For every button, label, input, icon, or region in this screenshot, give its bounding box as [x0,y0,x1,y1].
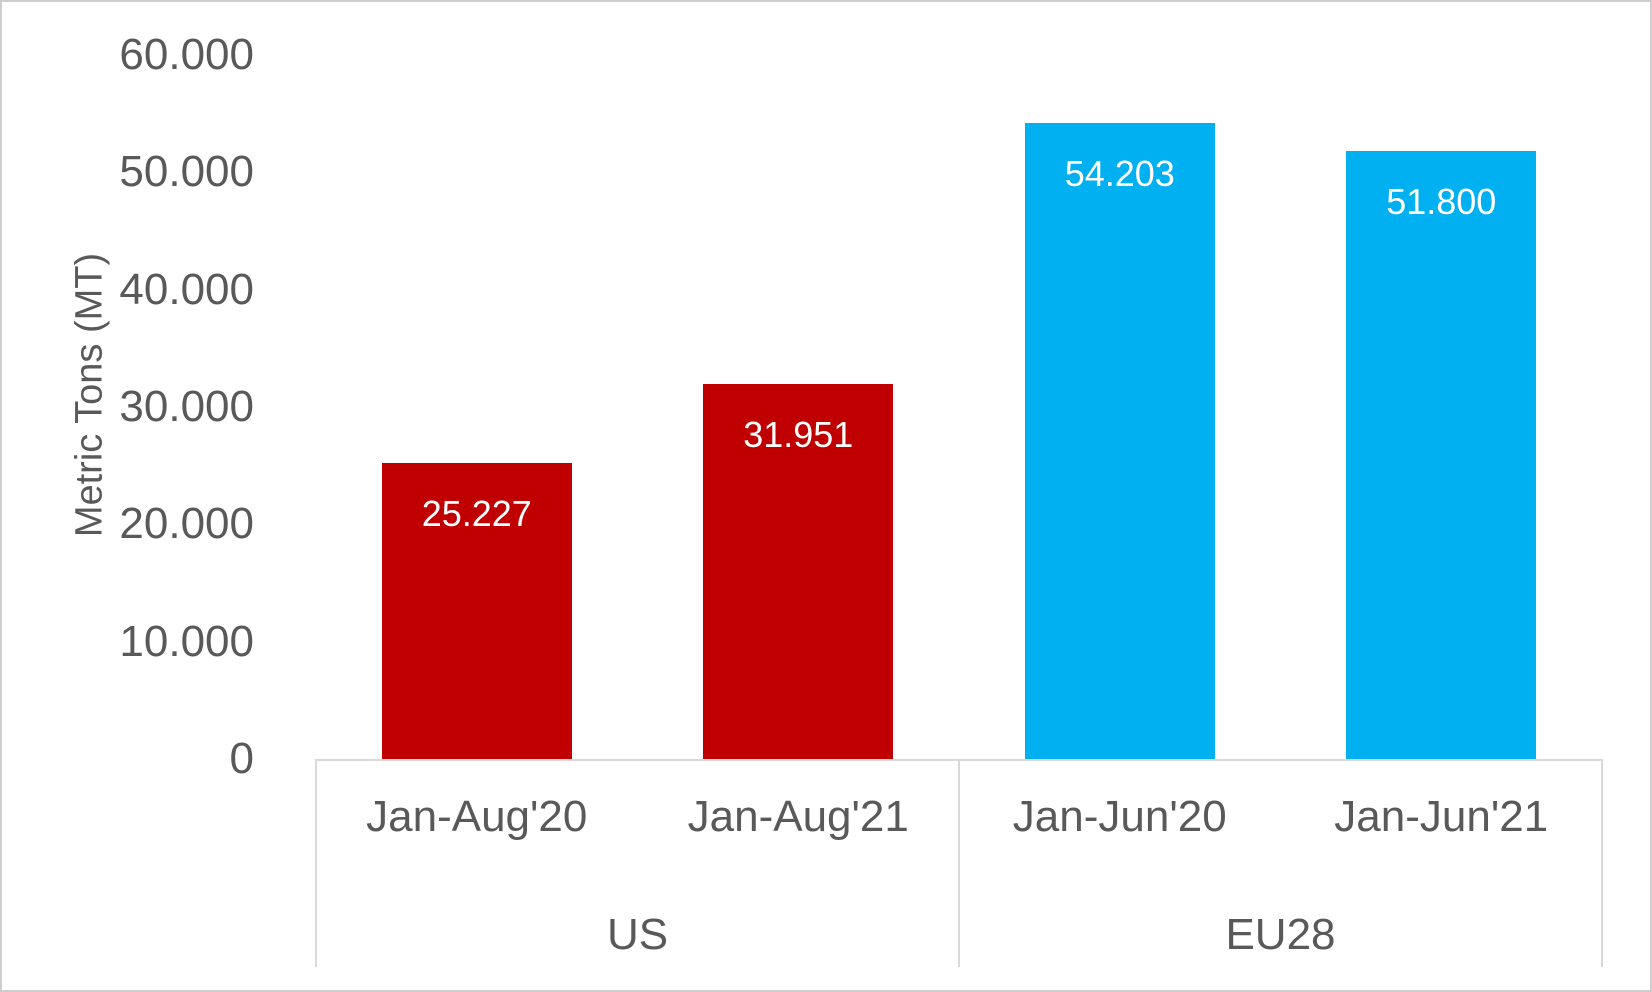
y-axis-title: Metric Tons (MT) [68,252,111,538]
y-tick-label: 40.000 [119,264,254,314]
bar-eu28-1: 54.203 [1024,123,1215,759]
category-axis-separator [1601,759,1603,967]
group-label-us: US [606,910,669,959]
bar-us-1: 25.227 [381,463,572,759]
bar-value-label: 54.203 [1064,153,1175,195]
bar-us-2: 31.951 [703,384,894,759]
bar-value-label: 25.227 [421,493,532,534]
group-label-eu28: EU28 [1225,910,1336,959]
y-tick-label: 0 [229,734,254,783]
y-tick-label: 50.000 [119,147,254,197]
y-tick-label: 60.000 [119,30,254,79]
bar-value-label: 51.800 [1386,181,1497,223]
bar-eu28-2: 51.800 [1346,151,1537,759]
category-axis-separator [958,759,960,967]
category-label: Jan-Jun'21 [1334,792,1549,841]
y-tick-label: 20.000 [119,499,254,549]
bar-value-label: 31.951 [743,414,854,456]
category-label: Jan-Aug'21 [687,792,909,841]
y-tick-label: 30.000 [119,382,254,431]
y-tick-label: 10.000 [119,616,254,666]
category-axis-separator [315,759,317,967]
category-label: Jan-Jun'20 [1012,792,1227,841]
category-label: Jan-Aug'20 [366,792,588,841]
